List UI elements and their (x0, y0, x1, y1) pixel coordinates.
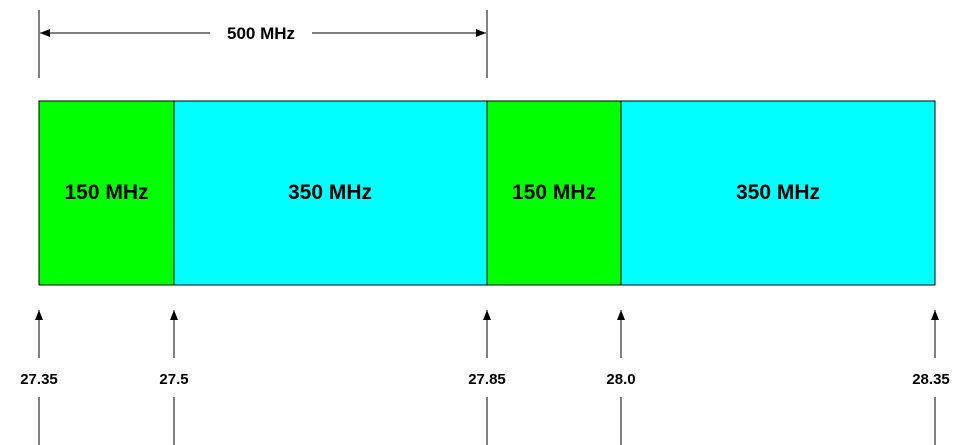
frequency-label: 27.35 (20, 371, 58, 388)
band-block: 150 MHz (486, 100, 622, 286)
span-dimension: 500 MHz (38, 10, 488, 78)
band-block-label: 350 MHz (736, 181, 820, 204)
frequency-marker: 27.35 (20, 310, 58, 445)
band-block-label: 150 MHz (512, 181, 596, 204)
band-blocks: 150 MHz 350 MHz 150 MHz 350 MHz (38, 100, 936, 286)
band-block-label: 150 MHz (64, 181, 148, 204)
band-block-rect (173, 100, 488, 286)
band-block-rect (486, 100, 622, 286)
frequency-marker: 27.5 (159, 310, 189, 445)
band-block: 350 MHz (620, 100, 936, 286)
frequency-marker: 28.0 (606, 310, 636, 445)
span-label: 500 MHz (227, 24, 295, 43)
frequency-marker: 27.85 (468, 310, 506, 445)
frequency-label: 28.35 (912, 371, 950, 388)
frequency-label: 28.0 (606, 371, 635, 388)
band-block: 150 MHz (38, 100, 175, 286)
frequency-markers: 27.35 27.5 27.85 28.0 28.35 (20, 310, 950, 445)
band-block-label: 350 MHz (288, 181, 372, 204)
frequency-label: 27.85 (468, 371, 506, 388)
frequency-label: 27.5 (159, 371, 188, 388)
band-block-rect (620, 100, 936, 286)
band-block: 350 MHz (173, 100, 488, 286)
band-block-rect (38, 100, 175, 286)
frequency-marker: 28.35 (912, 310, 950, 445)
